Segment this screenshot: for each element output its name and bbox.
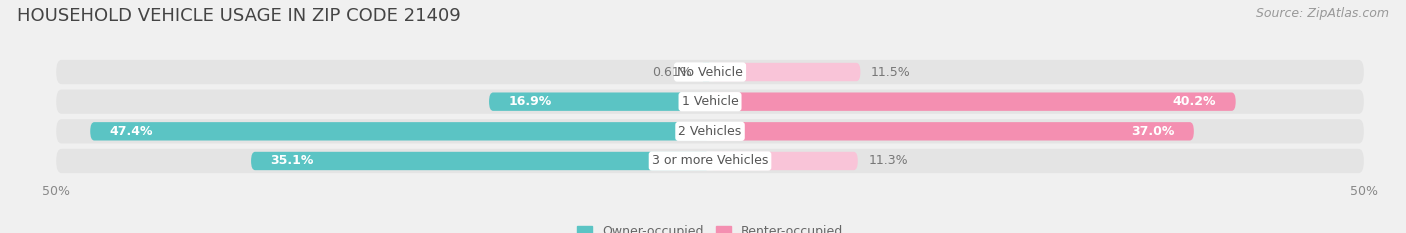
Text: Source: ZipAtlas.com: Source: ZipAtlas.com: [1256, 7, 1389, 20]
Text: No Vehicle: No Vehicle: [678, 65, 742, 79]
Text: 2 Vehicles: 2 Vehicles: [679, 125, 741, 138]
FancyBboxPatch shape: [489, 93, 710, 111]
FancyBboxPatch shape: [56, 119, 1364, 144]
FancyBboxPatch shape: [252, 152, 710, 170]
Text: 11.5%: 11.5%: [870, 65, 911, 79]
Text: 0.61%: 0.61%: [652, 65, 692, 79]
Text: 3 or more Vehicles: 3 or more Vehicles: [652, 154, 768, 168]
Text: HOUSEHOLD VEHICLE USAGE IN ZIP CODE 21409: HOUSEHOLD VEHICLE USAGE IN ZIP CODE 2140…: [17, 7, 461, 25]
FancyBboxPatch shape: [56, 89, 1364, 114]
Text: 11.3%: 11.3%: [869, 154, 908, 168]
FancyBboxPatch shape: [702, 63, 710, 81]
Text: 1 Vehicle: 1 Vehicle: [682, 95, 738, 108]
Text: 40.2%: 40.2%: [1173, 95, 1216, 108]
Text: 16.9%: 16.9%: [509, 95, 553, 108]
FancyBboxPatch shape: [56, 149, 1364, 173]
FancyBboxPatch shape: [710, 152, 858, 170]
FancyBboxPatch shape: [710, 93, 1236, 111]
Text: 35.1%: 35.1%: [271, 154, 314, 168]
Text: 47.4%: 47.4%: [110, 125, 153, 138]
FancyBboxPatch shape: [710, 63, 860, 81]
Text: 37.0%: 37.0%: [1130, 125, 1174, 138]
FancyBboxPatch shape: [90, 122, 710, 140]
FancyBboxPatch shape: [710, 122, 1194, 140]
Legend: Owner-occupied, Renter-occupied: Owner-occupied, Renter-occupied: [572, 220, 848, 233]
FancyBboxPatch shape: [56, 60, 1364, 84]
